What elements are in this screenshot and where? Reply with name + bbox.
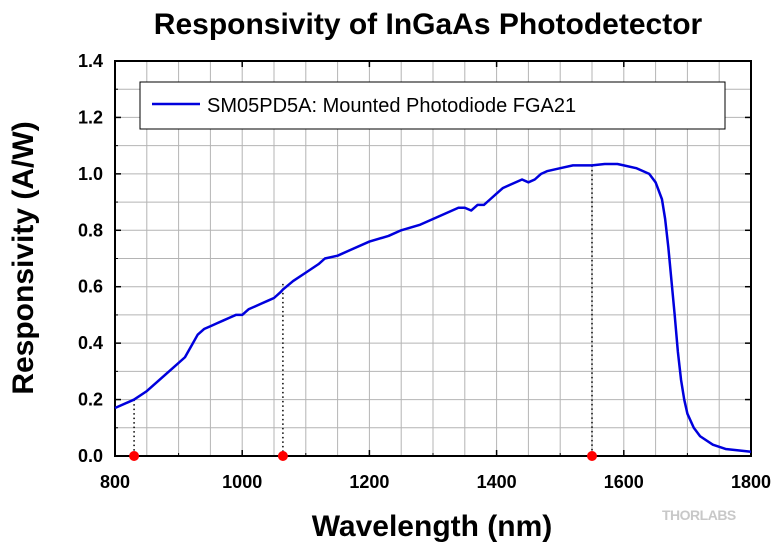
y-tick-label: 1.2 bbox=[78, 107, 103, 127]
series-group bbox=[114, 162, 752, 454]
legend-box bbox=[139, 81, 726, 130]
y-tick-label: 0.6 bbox=[78, 277, 103, 297]
y-tick-label: 1.4 bbox=[78, 51, 103, 71]
x-tick-labels: 800 1000 1200 1400 1600 1800 bbox=[100, 472, 771, 492]
y-tick-label: 0.4 bbox=[78, 333, 103, 353]
axis-ticks bbox=[114, 60, 752, 457]
chart-title: Responsivity of InGaAs Photodetector bbox=[154, 8, 703, 41]
y-tick-label: 0.8 bbox=[78, 220, 103, 240]
x-tick-label: 1200 bbox=[349, 472, 389, 492]
x-tick-label: 1600 bbox=[604, 472, 644, 492]
y-tick-label: 1.0 bbox=[78, 164, 103, 184]
y-tick-label: 0.0 bbox=[78, 446, 103, 466]
x-tick-label: 1400 bbox=[477, 472, 517, 492]
annotations bbox=[133, 165, 593, 456]
y-tick-labels: 0.0 0.2 0.4 0.6 0.8 1.0 1.2 1.4 bbox=[78, 51, 103, 466]
thorlabs-logo: THORLABS bbox=[662, 507, 736, 523]
annotation-marker bbox=[129, 451, 140, 461]
x-tick-label: 1000 bbox=[222, 472, 262, 492]
legend: SM05PD5A: Mounted Photodiode FGA21 bbox=[139, 81, 726, 130]
legend-label: SM05PD5A: Mounted Photodiode FGA21 bbox=[207, 95, 576, 117]
x-tick-label: 1800 bbox=[731, 472, 771, 492]
series-line bbox=[114, 162, 752, 454]
x-axis-label: Wavelength (nm) bbox=[312, 510, 553, 543]
x-tick-label: 800 bbox=[100, 472, 130, 492]
y-tick-label: 0.2 bbox=[78, 390, 103, 410]
annotation-marker bbox=[587, 451, 597, 461]
annotation-marker bbox=[277, 451, 288, 461]
annotation-markers bbox=[129, 451, 597, 461]
y-axis-label: Responsivity (A/W) bbox=[7, 121, 40, 394]
